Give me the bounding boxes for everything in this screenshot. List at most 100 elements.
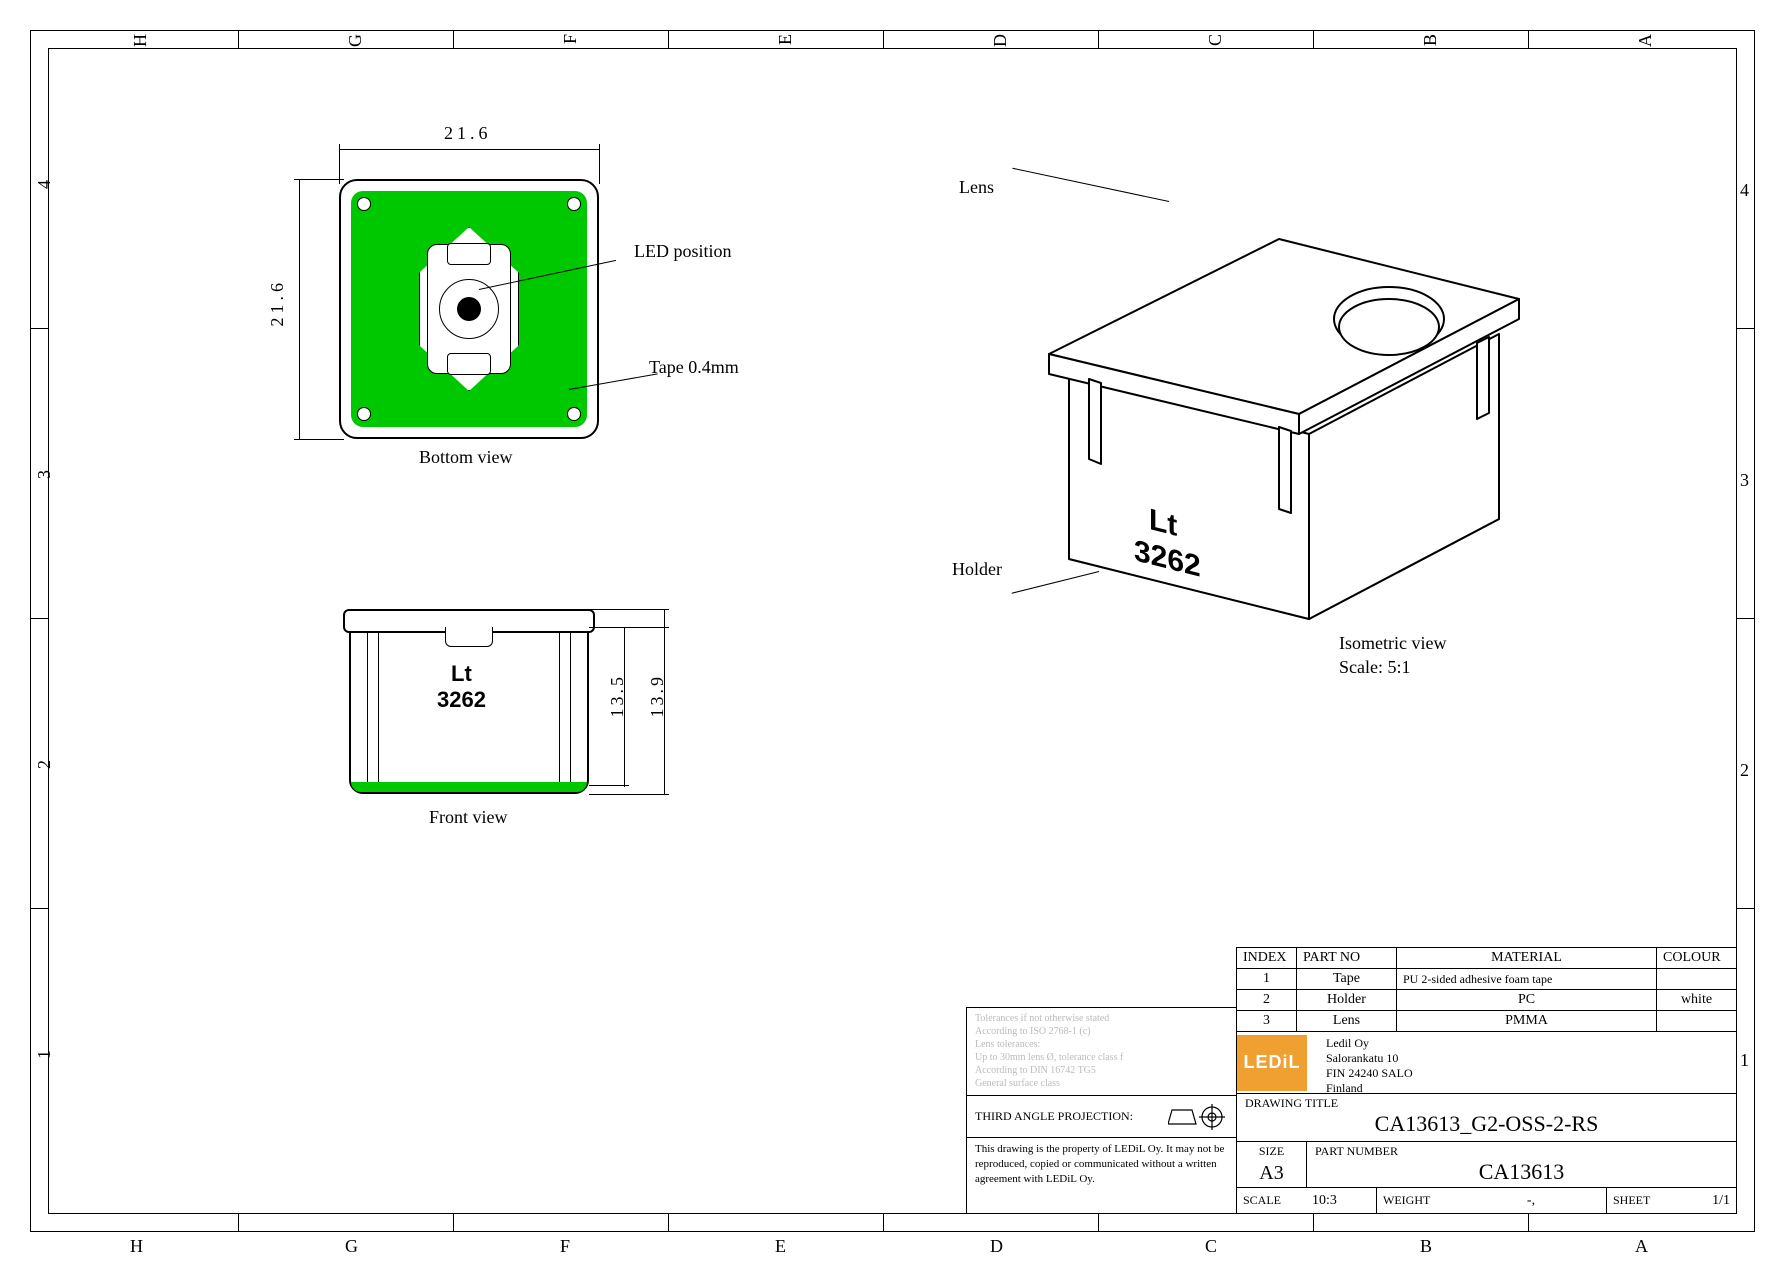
bl-left-0: 4 bbox=[34, 180, 55, 189]
bom-row-3: 3 Lens PMMA bbox=[1236, 1010, 1736, 1031]
size-value: A3 bbox=[1259, 1162, 1283, 1185]
bom-h-part: PART NO bbox=[1296, 948, 1396, 968]
tick-t7 bbox=[1528, 30, 1529, 48]
tol5: According to DIN 16742 TG5 bbox=[975, 1064, 1228, 1077]
fv-tab bbox=[445, 627, 493, 647]
fv-marking-top: Lt bbox=[451, 661, 472, 687]
bottom-view bbox=[339, 179, 599, 439]
copyright-note: This drawing is the property of LEDiL Oy… bbox=[967, 1137, 1236, 1213]
bl-top-5: C bbox=[1205, 34, 1226, 46]
company-addr2: FIN 24240 SALO bbox=[1326, 1066, 1413, 1081]
company-addr1: Salorankatu 10 bbox=[1326, 1051, 1398, 1066]
tick-t5 bbox=[1098, 30, 1099, 48]
bv-hole-br bbox=[567, 407, 581, 421]
tick-b5 bbox=[1098, 1214, 1099, 1232]
drawing-title-row: DRAWING TITLE CA13613_G2-OSS-2-RS bbox=[1236, 1093, 1736, 1141]
bom-3-col bbox=[1656, 1011, 1736, 1031]
iso-lens-label: Lens bbox=[959, 177, 994, 198]
bom-2-col: white bbox=[1656, 990, 1736, 1010]
bl-top-6: B bbox=[1420, 34, 1441, 46]
tick-b6 bbox=[1313, 1214, 1314, 1232]
bv-dim-h: 21.6 bbox=[267, 279, 288, 327]
tick-r2 bbox=[1737, 618, 1755, 619]
bl-left-3: 1 bbox=[34, 1050, 55, 1059]
projection-icon bbox=[1168, 1104, 1228, 1130]
bom-1-mat: PU 2-sided adhesive foam tape bbox=[1396, 969, 1656, 989]
bl-bot-6: B bbox=[1420, 1236, 1432, 1257]
tick-b2 bbox=[453, 1214, 454, 1232]
footer-row: SCALE 10:3 WEIGHT -, SHEET 1/1 bbox=[1236, 1187, 1736, 1213]
iso-svg: Lt 3262 bbox=[989, 159, 1549, 639]
fv-dim-outer: 13.9 bbox=[647, 674, 668, 718]
iso-holder-label: Holder bbox=[952, 559, 1002, 580]
projection-row: THIRD ANGLE PROJECTION: bbox=[967, 1095, 1236, 1137]
bl-bot-4: D bbox=[990, 1236, 1003, 1257]
fv-leg-r bbox=[559, 631, 571, 788]
tick-b7 bbox=[1528, 1214, 1529, 1232]
sheet-value: 1/1 bbox=[1676, 1188, 1736, 1213]
bv-tab-bot bbox=[447, 353, 491, 375]
bl-top-7: A bbox=[1635, 34, 1656, 47]
bl-left-2: 2 bbox=[34, 760, 55, 769]
sheet-label: SHEET bbox=[1606, 1188, 1676, 1213]
bom-1-part: Tape bbox=[1296, 969, 1396, 989]
bl-right-1: 3 bbox=[1740, 470, 1749, 491]
tol2: According to ISO 2768-1 (c) bbox=[975, 1025, 1228, 1038]
bl-bot-5: C bbox=[1205, 1236, 1217, 1257]
tick-t1 bbox=[238, 30, 239, 48]
bom-2-index: 2 bbox=[1236, 990, 1296, 1010]
tick-t6 bbox=[1313, 30, 1314, 48]
fv-ext-4 bbox=[589, 794, 669, 795]
bv-dim-ext-l bbox=[339, 144, 340, 184]
bl-top-2: F bbox=[560, 34, 581, 44]
fv-caption: Front view bbox=[429, 807, 508, 828]
bom-3-mat: PMMA bbox=[1396, 1011, 1656, 1031]
bl-right-0: 4 bbox=[1740, 180, 1749, 201]
bom-2-part: Holder bbox=[1296, 990, 1396, 1010]
tick-t4 bbox=[883, 30, 884, 48]
bv-dim-ext-t bbox=[294, 179, 344, 180]
bv-hole-bl bbox=[357, 407, 371, 421]
weight-label: WEIGHT bbox=[1376, 1188, 1456, 1213]
bl-top-0: H bbox=[130, 34, 151, 47]
tick-l1 bbox=[30, 328, 48, 329]
tol3: Lens tolerances: bbox=[975, 1038, 1228, 1051]
bv-hole-tr bbox=[567, 197, 581, 211]
bom-3-part: Lens bbox=[1296, 1011, 1396, 1031]
bl-right-2: 2 bbox=[1740, 760, 1749, 781]
pn-label: PART NUMBER bbox=[1315, 1144, 1398, 1159]
tick-l3 bbox=[30, 908, 48, 909]
bv-dim-ext-r bbox=[599, 144, 600, 184]
bl-bot-0: H bbox=[130, 1236, 143, 1257]
bv-dim-top-line bbox=[339, 149, 599, 150]
tick-b4 bbox=[883, 1214, 884, 1232]
bv-led-label: LED position bbox=[634, 241, 732, 262]
bom-header-row: INDEX PART NO MATERIAL COLOUR bbox=[1236, 947, 1736, 968]
bom-1-index: 1 bbox=[1236, 969, 1296, 989]
bv-caption: Bottom view bbox=[419, 447, 513, 468]
tol4: Up to 30mm lens Ø, tolerance class f bbox=[975, 1051, 1228, 1064]
bl-top-1: G bbox=[345, 34, 366, 47]
bl-left-1: 3 bbox=[34, 470, 55, 479]
tick-t3 bbox=[668, 30, 669, 48]
bom-h-material: MATERIAL bbox=[1396, 948, 1656, 968]
bom-1-col bbox=[1656, 969, 1736, 989]
fv-tape bbox=[351, 782, 587, 792]
fv-ext-1 bbox=[589, 627, 669, 628]
tol6: General surface class bbox=[975, 1077, 1228, 1090]
bom-row-1: 1 Tape PU 2-sided adhesive foam tape bbox=[1236, 968, 1736, 989]
tick-l2 bbox=[30, 618, 48, 619]
bl-bot-1: G bbox=[345, 1236, 358, 1257]
company-name: Ledil Oy bbox=[1326, 1036, 1369, 1051]
bv-tape-label: Tape 0.4mm bbox=[649, 357, 739, 378]
bv-tab-top bbox=[447, 243, 491, 265]
ledil-logo: LEDiL bbox=[1237, 1035, 1307, 1091]
bv-dim-left-line bbox=[299, 179, 300, 439]
tick-t2 bbox=[453, 30, 454, 48]
projection-label: THIRD ANGLE PROJECTION: bbox=[975, 1109, 1133, 1124]
bom-h-index: INDEX bbox=[1236, 948, 1296, 968]
bv-hole-tl bbox=[357, 197, 371, 211]
bl-right-3: 1 bbox=[1740, 1050, 1749, 1071]
title-block: INDEX PART NO MATERIAL COLOUR 1 Tape PU … bbox=[1236, 947, 1736, 1213]
fv-ext-3 bbox=[589, 785, 629, 786]
